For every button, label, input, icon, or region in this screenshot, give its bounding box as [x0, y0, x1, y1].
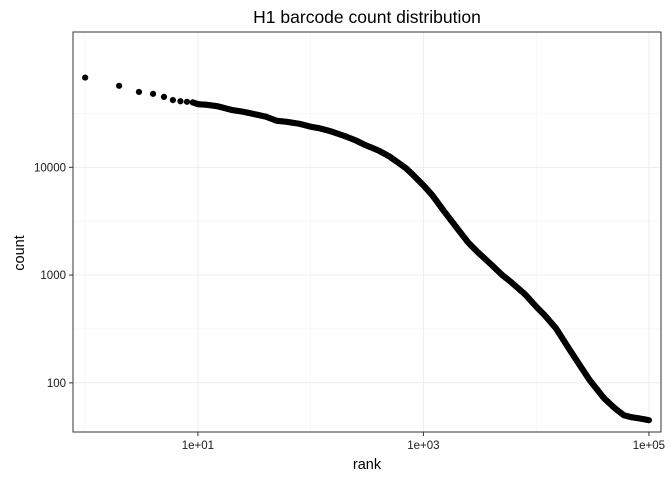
data-point — [135, 88, 143, 96]
y-tick-label: 1000 — [40, 270, 66, 282]
data-point — [177, 98, 184, 105]
y-tick-label: 10000 — [34, 162, 66, 174]
data-point — [183, 98, 191, 105]
axis-tick-labels: 1e+01 1e+03 1e+05 100 1000 10000 — [34, 162, 665, 452]
data-point — [116, 82, 123, 89]
axis-ticks — [69, 166, 650, 436]
x-axis-title: rank — [353, 457, 382, 473]
data-point — [160, 93, 168, 100]
data-points — [82, 74, 653, 424]
x-tick-label: 1e+05 — [633, 440, 665, 452]
y-tick-label: 100 — [47, 378, 66, 390]
x-tick-label: 1e+01 — [182, 440, 214, 452]
data-point — [149, 90, 157, 97]
data-point — [82, 74, 89, 81]
data-point — [169, 97, 176, 104]
y-axis-title: count — [12, 235, 28, 270]
panel-border — [72, 31, 662, 433]
chart-title: H1 barcode count distribution — [253, 7, 481, 27]
data-point — [644, 416, 651, 424]
x-tick-label: 1e+03 — [407, 440, 439, 452]
gridlines — [73, 32, 661, 432]
